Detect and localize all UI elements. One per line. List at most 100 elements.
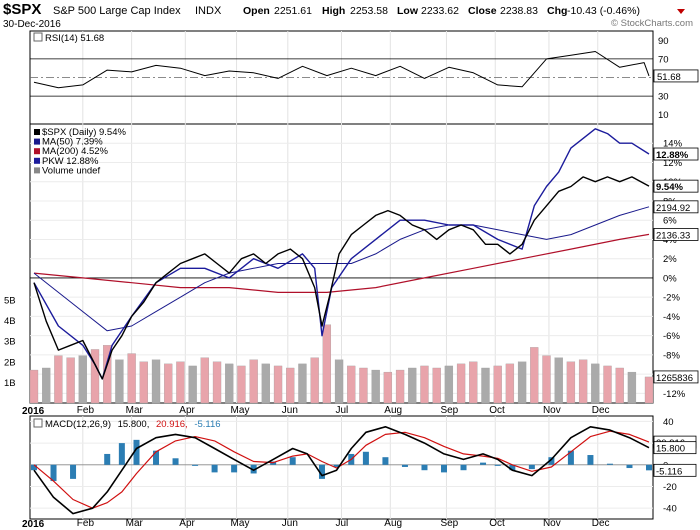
volume-bar — [176, 361, 185, 404]
month-label: Sep — [440, 518, 458, 529]
macd-histogram-bar — [587, 455, 594, 465]
macd-histogram-bar — [118, 443, 125, 465]
price-value-tag — [653, 179, 699, 193]
macd-histogram-bar — [172, 458, 179, 465]
month-label: Apr — [179, 405, 195, 416]
macd-value-tag-text: 15.800 — [656, 444, 685, 455]
volume-bar — [273, 365, 283, 404]
volume-tick-label: 3B — [4, 337, 16, 348]
volume-tick-label: 4B — [4, 316, 16, 327]
month-label: Sep — [440, 405, 458, 416]
macd-histogram-bar — [567, 450, 574, 465]
macd-histogram-bar — [70, 464, 77, 479]
volume-bar — [481, 367, 490, 404]
macd-histogram-bar — [401, 464, 408, 467]
price-value-tag — [653, 200, 699, 214]
rsi-line — [33, 51, 650, 89]
legend-swatch — [34, 148, 40, 155]
price-value-tag-text: 2194.92 — [656, 203, 690, 214]
low-value: 2233.62 — [421, 5, 459, 17]
macd-tick-label: -40 — [663, 504, 677, 515]
pct-tick-label: 6% — [663, 216, 677, 227]
volume-bar — [188, 365, 197, 404]
volume-bar — [334, 359, 344, 404]
macd-histogram-bar — [153, 450, 160, 465]
volume-bar — [644, 376, 654, 404]
volume-bar — [225, 363, 234, 404]
price-value-tag-text: 1265836 — [656, 373, 693, 384]
month-label: Oct — [489, 518, 505, 529]
month-label: Oct — [489, 405, 505, 416]
legend-swatch — [34, 129, 40, 135]
volume-bar — [456, 363, 466, 404]
pct-tick-label: 14% — [663, 139, 683, 150]
volume-bar — [395, 369, 405, 404]
legend-entry: Volume undef — [42, 165, 100, 176]
volume-bar — [66, 357, 75, 404]
volume-bar — [212, 361, 222, 404]
legend-entry: PKW 12.88% — [42, 156, 99, 167]
high-value: 2253.58 — [350, 5, 388, 17]
macd-histogram-bar — [548, 457, 555, 465]
open-value: 2251.61 — [274, 5, 312, 17]
pct-tick-label: 0% — [663, 273, 677, 284]
price-value-tag — [653, 370, 699, 384]
close-value: 2238.83 — [500, 5, 538, 17]
macd-histogram-bar — [382, 457, 389, 465]
volume-bar — [90, 349, 100, 404]
macd-histogram-bar — [211, 464, 218, 473]
volume-bar — [542, 355, 551, 404]
volume-bar — [517, 361, 527, 404]
volume-bar — [603, 365, 612, 404]
legend-entry: $SPX (Daily) 9.54% — [42, 127, 127, 138]
price-value-tag — [653, 228, 699, 241]
month-labels: Feb Feb Mar Mar Apr Apr May May Jun Jun Jul Jul Aug A… — [77, 405, 610, 529]
volume-bar — [151, 359, 161, 404]
volume-bar — [200, 357, 209, 404]
spx-price-line — [33, 176, 650, 380]
macd-legend-macd: 15.800, — [118, 419, 150, 430]
volume-bar — [347, 365, 356, 404]
macd-legend-signal: 20.916, — [156, 419, 188, 430]
volume-bar — [249, 359, 258, 404]
volume-bars — [29, 324, 654, 404]
volume-bar — [444, 365, 454, 404]
macd-histogram-bar — [289, 457, 296, 465]
chg-value: -10.43 (-0.46%) — [567, 5, 640, 17]
rsi-value-tag-text: 51.68 — [657, 72, 681, 83]
price-value-tag-text: 2136.33 — [656, 230, 690, 241]
month-label: Mar — [126, 405, 144, 416]
ma200-line — [33, 233, 650, 293]
pct-tick-label: 2% — [663, 254, 677, 265]
volume-tick-label: 5B — [4, 296, 16, 307]
low-label: Low — [397, 5, 419, 17]
month-label: Dec — [592, 405, 610, 416]
volume-tick-label: 1B — [4, 378, 16, 389]
price-value-tag-text: 12.88% — [656, 150, 689, 161]
macd-legend: MACD(12,26,9) 15.800, 20.916, -5.116 — [45, 419, 221, 430]
chg-label: Chg — [547, 5, 567, 17]
pct-tick-label: -4% — [663, 312, 680, 323]
price-value-tag-text: 9.54% — [656, 182, 683, 193]
month-label: Feb — [77, 518, 95, 529]
series-lines — [31, 51, 652, 515]
rsi-tick-label: 90 — [658, 36, 669, 47]
volume-bar — [298, 363, 307, 404]
month-label: Jun — [282, 518, 298, 529]
macd-histogram-bar — [231, 464, 238, 473]
index-name: S&P 500 Large Cap Index — [53, 5, 181, 17]
month-label: Mar — [126, 518, 144, 529]
macd-histogram-bar — [50, 464, 57, 482]
month-label: Dec — [592, 518, 610, 529]
month-label: Nov — [543, 518, 561, 529]
macd-histogram-bar — [606, 463, 613, 465]
macd-histogram-bar — [362, 451, 369, 465]
macd-legend-prefix: MACD(12,26,9) — [45, 419, 111, 430]
macd-histogram-bar — [460, 464, 467, 471]
macd-histogram-bar — [333, 464, 340, 467]
volume-bar — [554, 357, 563, 404]
pct-tick-label: 12% — [663, 158, 683, 169]
volume-bar — [591, 363, 600, 404]
macd-histogram-bar — [646, 464, 652, 471]
month-label: Jun — [282, 405, 298, 416]
